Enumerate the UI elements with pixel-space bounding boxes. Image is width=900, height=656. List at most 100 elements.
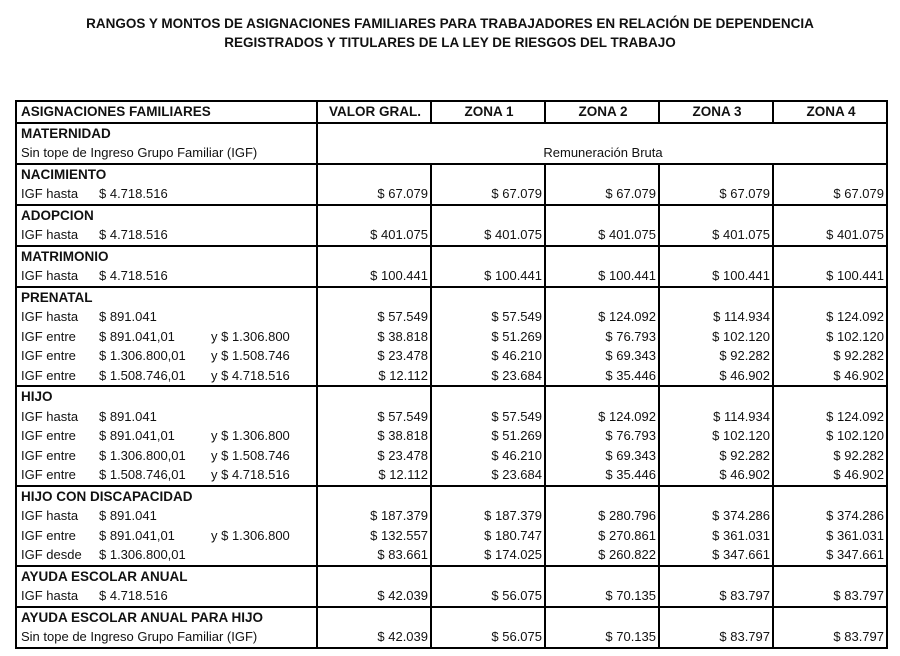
row-label: IGF desde $ 1.306.800,01 [15,545,318,566]
value-zona-1: $ 187.379 [430,506,546,526]
value-zona-1: $ 180.747 [430,525,546,545]
value-zona-1: $ 23.684 [430,465,546,486]
igf-amount: $ 891.041 [99,508,157,524]
empty-cell [430,245,546,266]
value-zona-4: $ 83.797 [772,586,888,607]
empty-cell [658,204,774,225]
table-row: IGF entre $ 1.508.746,01 y $ 4.718.516 $ 12… [15,365,888,386]
empty-cell [772,386,888,407]
section-title: ADOPCION [15,204,318,225]
section-header-row: MATERNIDAD [15,122,888,143]
igf-amount: $ 891.041 [99,309,157,325]
section-header-row: AYUDA ESCOLAR ANUAL [15,565,888,586]
value-zona-2: $ 69.343 [544,445,660,465]
igf-amount: $ 1.306.800,01 [99,547,186,563]
value-zona-4: $ 361.031 [772,525,888,545]
igf-condition: IGF entre [21,348,76,364]
empty-cell [658,163,774,184]
table-row: IGF hasta $ 891.041 $ 187.379 $ 187.379 $ 28… [15,506,888,526]
section-header-row: PRENATAL [15,286,888,307]
row-label: Sin tope de Ingreso Grupo Familiar (IGF) [15,143,318,164]
value-valor-gral: $ 12.112 [316,365,432,386]
value-zona-4: $ 83.797 [772,627,888,648]
row-label: IGF hasta $ 891.041 [15,307,318,327]
igf-condition: IGF hasta [21,408,79,424]
igf-condition: IGF entre [21,367,76,383]
empty-cell [430,204,546,225]
section-title: NACIMIENTO [15,163,318,184]
value-zona-3: $ 374.286 [658,506,774,526]
igf-amount: $ 4.718.516 [99,588,168,604]
title-line-1: RANGOS Y MONTOS DE ASIGNACIONES FAMILIAR… [86,16,814,31]
value-valor-gral: $ 83.661 [316,545,432,566]
table-row: IGF hasta $ 4.718.516 $ 401.075 $ 401.075 $ … [15,225,888,246]
igf-amount: $ 891.041,01 [99,527,175,543]
value-zona-3: $ 114.934 [658,307,774,327]
value-zona-3: $ 83.797 [658,627,774,648]
empty-cell [544,286,660,307]
empty-cell [772,286,888,307]
igf-condition: IGF hasta [21,186,79,202]
empty-cell [316,245,432,266]
value-zona-3: $ 46.902 [658,465,774,486]
igf-condition: IGF entre [21,447,76,463]
section-title: MATRIMONIO [15,245,318,266]
value-zona-1: $ 56.075 [430,586,546,607]
empty-cell [772,485,888,506]
igf-amount: $ 4.718.516 [99,227,168,243]
header-zona-2: ZONA 2 [544,100,660,124]
igf-condition: IGF hasta [21,309,79,325]
value-zona-2: $ 124.092 [544,307,660,327]
table-row: Sin tope de Ingreso Grupo Familiar (IGF)… [15,143,888,164]
value-valor-gral: $ 38.818 [316,326,432,346]
value-zona-4: $ 374.286 [772,506,888,526]
table-row: IGF entre $ 1.306.800,01 y $ 1.508.746 $ 23… [15,346,888,366]
header-zona-3: ZONA 3 [658,100,774,124]
empty-cell [316,386,432,407]
empty-cell [316,485,432,506]
igf-condition: IGF hasta [21,227,79,243]
table-row: IGF desde $ 1.306.800,01 $ 83.661 $ 174.025… [15,545,888,566]
table-row: IGF entre $ 1.508.746,01 y $ 4.718.516 $ 12… [15,465,888,486]
table-row: IGF hasta $ 4.718.516 $ 42.039 $ 56.075 $ 70… [15,586,888,607]
igf-condition: IGF entre [21,527,76,543]
table-row: IGF entre $ 891.041,01 y $ 1.306.800 $ 38.8… [15,426,888,446]
empty-cell [658,485,774,506]
igf-upper-bound: y $ 1.306.800 [211,428,290,444]
table-row: IGF hasta $ 4.718.516 $ 100.441 $ 100.441 $ … [15,266,888,287]
value-zona-2: $ 76.793 [544,426,660,446]
row-label: IGF hasta $ 4.718.516 [15,184,318,205]
value-zona-1: $ 57.549 [430,406,546,426]
value-zona-4: $ 46.902 [772,465,888,486]
section-title: HIJO CON DISCAPACIDAD [15,485,318,506]
empty-cell [544,606,660,627]
value-zona-1: $ 51.269 [430,426,546,446]
empty-cell [658,286,774,307]
value-zona-4: $ 124.092 [772,406,888,426]
empty-cell [772,606,888,627]
empty-cell [430,163,546,184]
value-zona-1: $ 46.210 [430,346,546,366]
value-zona-4: $ 100.441 [772,266,888,287]
section-header-row: MATRIMONIO [15,245,888,266]
value-zona-1: $ 56.075 [430,627,546,648]
table-row: IGF hasta $ 891.041 $ 57.549 $ 57.549 $ 124.… [15,307,888,327]
section-header-row: ADOPCION [15,204,888,225]
empty-cell [544,386,660,407]
row-label: IGF entre $ 1.306.800,01 y $ 1.508.746 [15,445,318,465]
value-zona-3: $ 114.934 [658,406,774,426]
value-zona-3: $ 347.661 [658,545,774,566]
value-zona-4: $ 347.661 [772,545,888,566]
allowances-table: ASIGNACIONES FAMILIARES VALOR GRAL. ZONA… [15,100,888,649]
table-row: IGF entre $ 891.041,01 y $ 1.306.800 $ 38.8… [15,326,888,346]
header-zona-1: ZONA 1 [430,100,546,124]
empty-cell [430,286,546,307]
table-row: IGF entre $ 891.041,01 y $ 1.306.800 $ 132.… [15,525,888,545]
header-asignaciones: ASIGNACIONES FAMILIARES [15,100,318,124]
header-row: ASIGNACIONES FAMILIARES VALOR GRAL. ZONA… [15,100,888,124]
igf-upper-bound: y $ 1.508.746 [211,447,290,463]
igf-amount: $ 891.041,01 [99,328,175,344]
value-zona-1: $ 401.075 [430,225,546,246]
value-zona-4: $ 102.120 [772,426,888,446]
section-header-row: AYUDA ESCOLAR ANUAL PARA HIJO [15,606,888,627]
